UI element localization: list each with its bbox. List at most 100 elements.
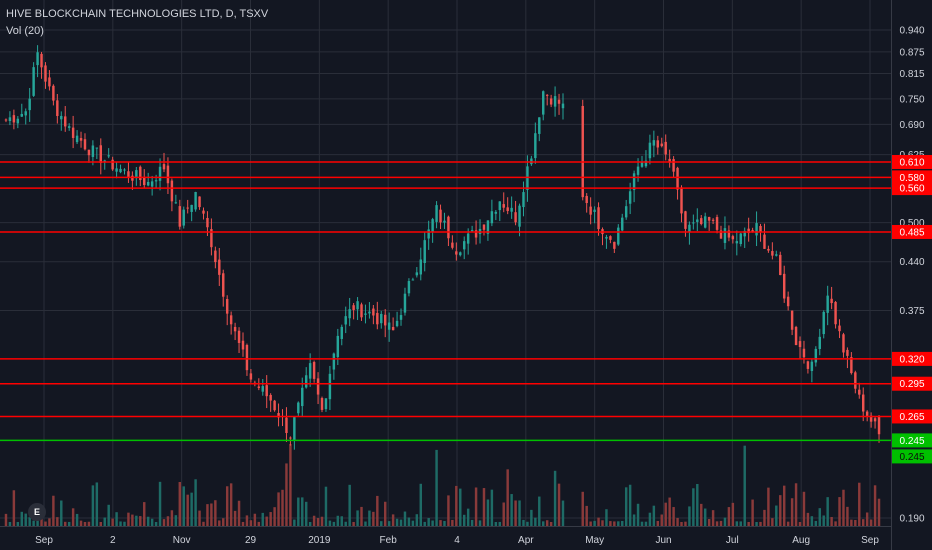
volume-bar [75,513,79,526]
level-flag-label: 0.560 [899,184,924,195]
candle-body [818,336,821,350]
volume-bar [854,519,857,526]
candle-body [20,113,24,117]
volume-bar [514,500,517,526]
volume-indicator-label[interactable]: Vol (20) [6,25,44,37]
candle-body [814,348,818,363]
volume-bar [253,513,257,526]
candle-body [225,299,229,314]
volume-bar [518,500,521,526]
volume-bar [593,520,596,526]
volume-bar [368,510,371,526]
volume-bar [304,501,308,526]
candle-body [869,415,873,422]
candle-body [12,115,16,123]
volume-bar [103,517,106,526]
candle-body [75,135,79,143]
candle-body [277,413,280,418]
candle-body [127,171,130,178]
volume-bar [873,485,877,526]
candle-body [743,230,746,237]
candle-body [609,236,612,240]
candle-body [700,218,703,225]
volume-bar [316,518,320,526]
candle-body [352,305,355,311]
volume-bar [711,510,715,526]
candle-body [755,223,758,236]
volume-bar [206,504,209,526]
volume-bar [391,514,395,526]
volume-bar [289,443,292,526]
volume-bar [403,511,407,526]
volume-bar [549,521,553,526]
candle-body [28,98,31,111]
volume-bar [135,515,138,526]
time-tick-label: Jul [726,535,739,546]
candle-body [328,373,332,400]
volume-bar [56,517,59,526]
volume-bar [557,483,561,526]
candle-body [506,207,509,212]
candle-body [621,217,624,231]
volume-bar [293,519,296,526]
candle-body [332,353,336,370]
volume-bar [383,501,387,526]
level-flag-0.245 [892,433,932,448]
volume-bar [222,518,225,526]
candle-body [336,335,340,358]
candle-body [376,312,379,325]
candle-body [826,295,829,313]
volume-bar [463,514,466,526]
volume-bar [782,485,786,526]
volume-bar [522,519,525,526]
volume-bar [798,521,802,526]
volume-bar [79,520,83,526]
volume-bar [834,521,837,526]
tradingview-logo[interactable]: E [28,503,46,521]
level-flag-0.295 [892,376,932,391]
grid [0,0,891,526]
volume-bar [423,521,426,526]
volume-bar [818,508,821,526]
volume-bar [99,521,103,526]
volume-bar [48,518,51,526]
candle-body [498,201,502,211]
candle-body [71,127,75,138]
volume-bar [534,517,537,526]
time-tick-label: 2 [110,535,116,546]
volume-bar [597,517,600,526]
volume-bar [387,521,391,526]
candle-body [222,273,225,297]
time-axis[interactable]: Sep 2 Nov 29 2019 Feb 4 Apr May Jun Jul Aug Sep [35,535,879,546]
volume-bar [526,521,529,526]
volume-bar [822,515,825,526]
candle-body [703,216,707,228]
volume-bar [688,506,691,526]
candle-body [324,398,328,410]
volume-bar [727,507,731,526]
candle-body [806,361,810,369]
price-tick-label: 0.190 [899,514,924,525]
candle-body [494,211,498,214]
candle-body [715,217,719,230]
candle-body [8,117,12,122]
time-tick-label: 4 [454,535,460,546]
volume-bar [87,521,91,526]
volume-bar [585,505,588,526]
candle-body [190,204,193,212]
volume-bar [146,516,150,526]
candle-body [83,139,87,150]
candle-body [810,361,814,372]
volume-bar [628,484,632,526]
candle-body [67,126,71,128]
volume-bar [395,518,399,526]
volume-bar [652,505,656,526]
volume-bar [419,483,422,526]
volume-bar [830,517,833,526]
volume-bar [186,494,189,526]
volume-bar [28,517,31,526]
time-tick-label: 29 [245,535,257,546]
volume-bar [285,463,288,526]
